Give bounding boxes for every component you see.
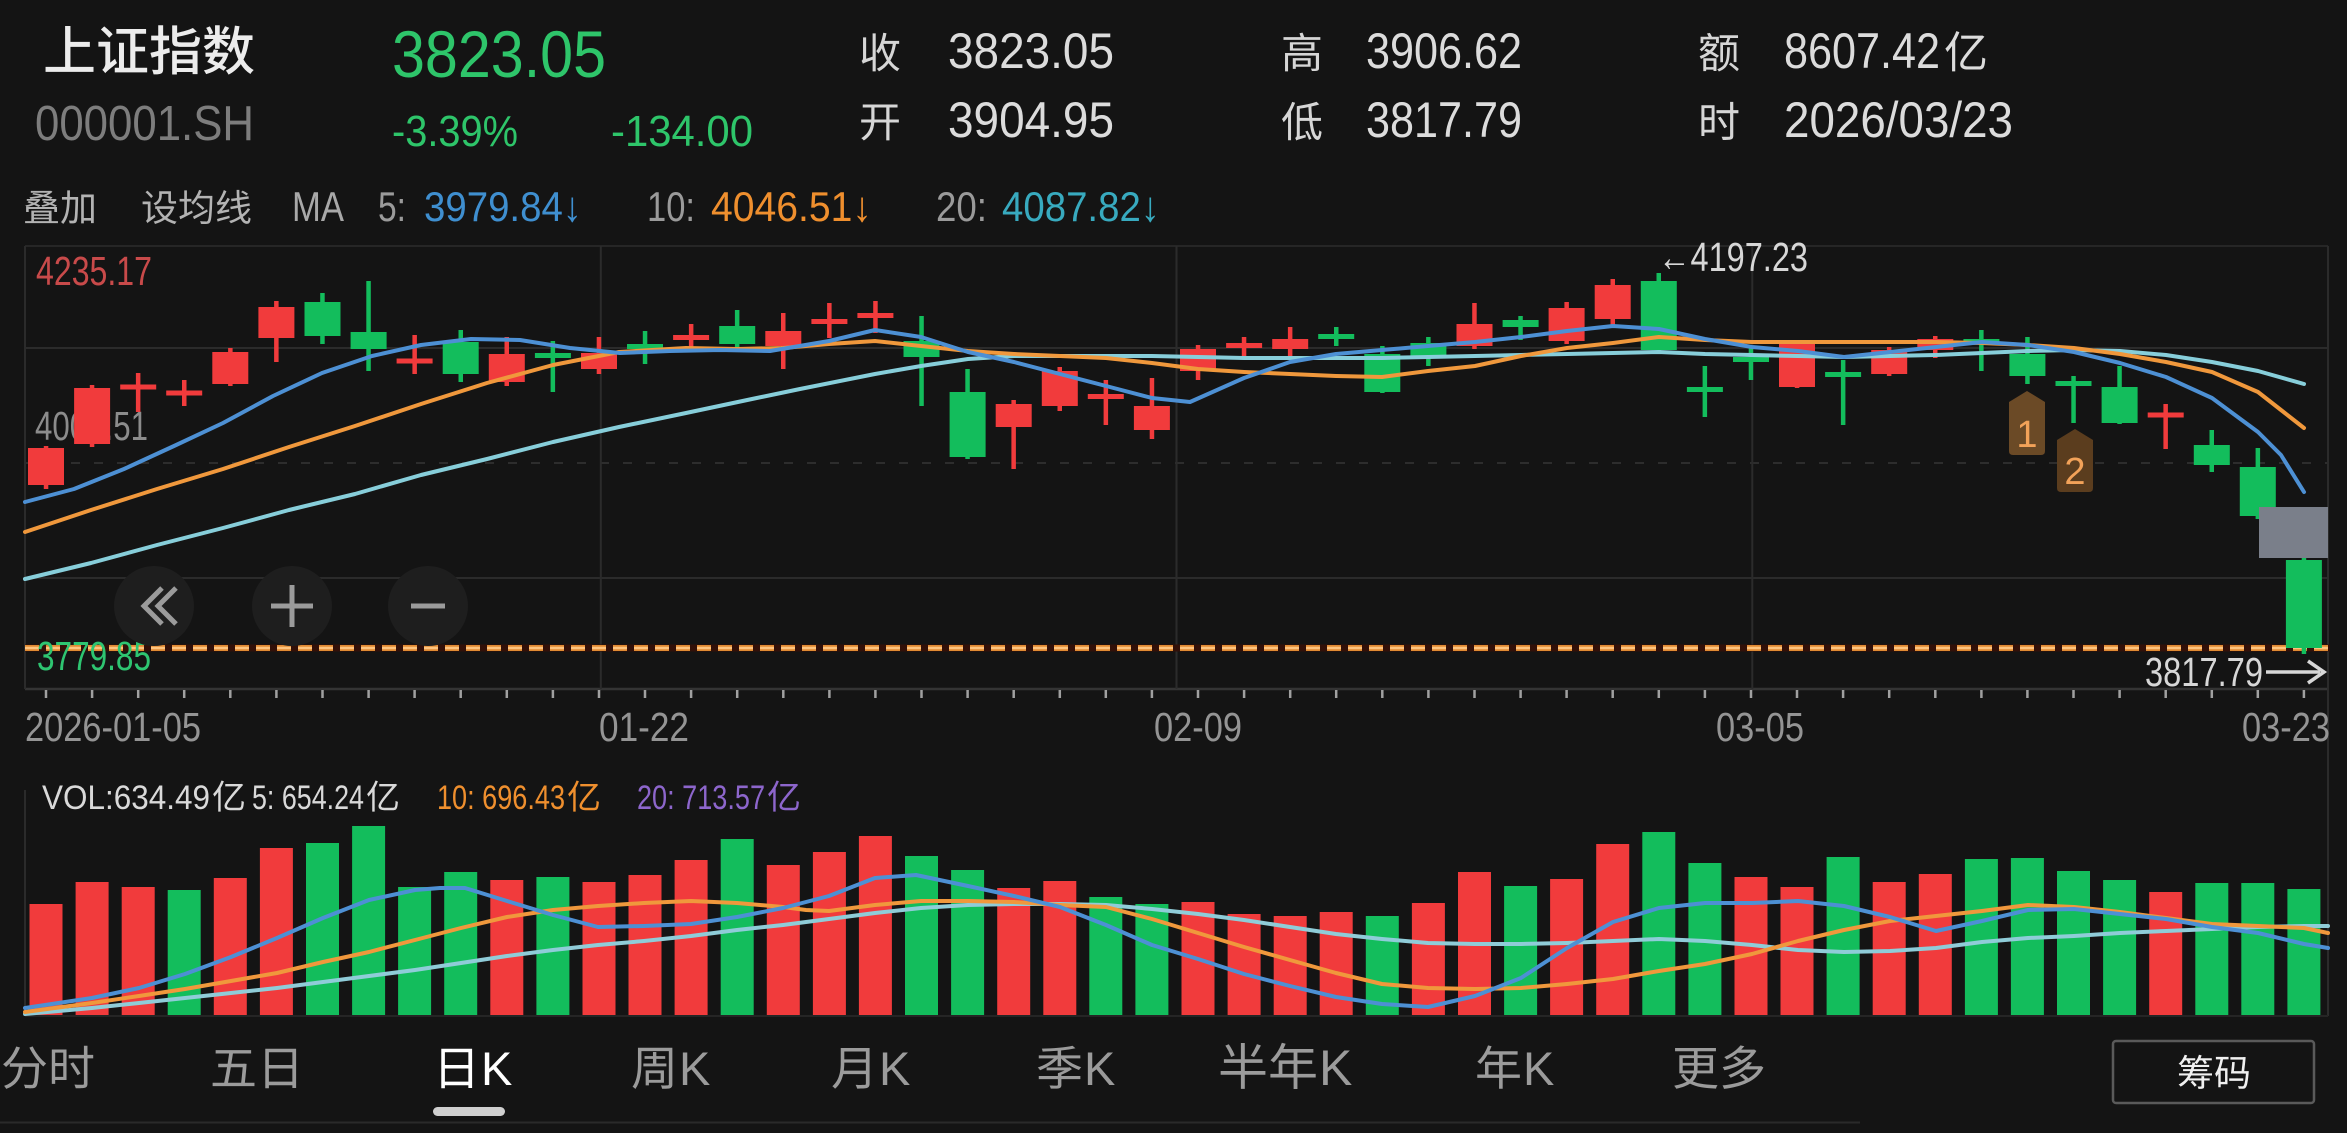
svg-text:MA: MA: [292, 183, 344, 230]
svg-text:K: K: [879, 1042, 910, 1095]
svg-text:3979.84↓: 3979.84↓: [424, 183, 582, 230]
svg-text:4046.51↓: 4046.51↓: [711, 183, 872, 230]
svg-text:←4197.23: ←4197.23: [1658, 234, 1808, 280]
svg-text:3779.85: 3779.85: [37, 633, 151, 679]
svg-text:1: 1: [2016, 414, 2037, 456]
svg-text:K: K: [1319, 1040, 1352, 1096]
svg-text:3817.79: 3817.79: [2145, 649, 2263, 695]
svg-text:K: K: [1084, 1042, 1115, 1095]
svg-text:10: 696.43: 10: 696.43: [437, 779, 565, 817]
svg-text:3823.05: 3823.05: [948, 23, 1114, 79]
svg-text:2: 2: [2064, 451, 2085, 493]
svg-text:-3.39%: -3.39%: [392, 107, 518, 156]
svg-text:01-22: 01-22: [599, 704, 689, 750]
svg-text:K: K: [1523, 1042, 1554, 1095]
svg-text:03-23: 03-23: [2242, 704, 2330, 750]
svg-text:8607.42: 8607.42: [1784, 23, 1940, 79]
svg-text:K: K: [679, 1042, 710, 1095]
svg-text:2026/03/23: 2026/03/23: [1784, 92, 2013, 148]
svg-text:-134.00: -134.00: [611, 107, 753, 156]
svg-text:3906.62: 3906.62: [1366, 23, 1522, 79]
svg-text:000001.SH: 000001.SH: [35, 97, 254, 151]
svg-text:20:: 20:: [936, 183, 987, 230]
svg-text:4235.17: 4235.17: [36, 248, 152, 294]
svg-text:K: K: [481, 1042, 512, 1095]
svg-text:3904.95: 3904.95: [948, 92, 1114, 148]
svg-text:03-05: 03-05: [1716, 704, 1804, 750]
svg-text:2026-01-05: 2026-01-05: [25, 704, 201, 750]
svg-text:5:: 5:: [378, 183, 406, 230]
svg-text:5: 654.24: 5: 654.24: [252, 779, 364, 817]
svg-text:VOL:634.49: VOL:634.49: [42, 779, 210, 817]
svg-text:02-09: 02-09: [1154, 704, 1242, 750]
svg-text:3823.05: 3823.05: [392, 17, 606, 91]
svg-text:4087.82↓: 4087.82↓: [1002, 183, 1160, 230]
svg-text:10:: 10:: [647, 183, 695, 230]
svg-text:3817.79: 3817.79: [1366, 92, 1522, 148]
svg-text:20: 713.57: 20: 713.57: [637, 779, 765, 817]
